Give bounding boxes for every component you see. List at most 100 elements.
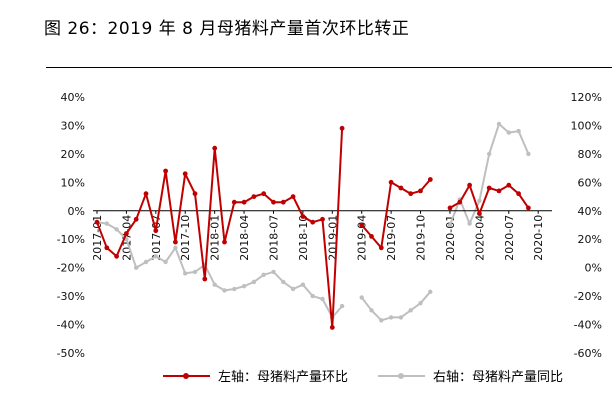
data-point bbox=[231, 199, 237, 205]
left-tick-label: -40% bbox=[57, 319, 85, 332]
x-tick-label: 2019-04 bbox=[356, 215, 369, 261]
data-point bbox=[447, 222, 453, 228]
data-point bbox=[320, 296, 325, 302]
data-point bbox=[182, 171, 188, 177]
data-point bbox=[398, 185, 404, 191]
data-point bbox=[134, 265, 139, 270]
legend-marker-yoy bbox=[398, 373, 404, 379]
x-tick-label: 2020-01 bbox=[444, 215, 457, 261]
x-tick-label: 2018-01 bbox=[209, 215, 222, 261]
data-point bbox=[114, 253, 119, 259]
data-point bbox=[290, 194, 296, 200]
data-point bbox=[173, 245, 178, 250]
x-axis-labels: 2017-012017-042017-072017-102018-012018-… bbox=[91, 210, 545, 261]
data-point bbox=[281, 279, 286, 285]
left-tick-label: 10% bbox=[61, 176, 85, 189]
data-point bbox=[192, 269, 198, 275]
data-point bbox=[516, 191, 521, 197]
right-tick-label: 40% bbox=[578, 205, 602, 218]
data-point bbox=[477, 211, 482, 217]
left-tick-label: 20% bbox=[61, 148, 85, 161]
data-point bbox=[290, 286, 296, 292]
x-tick-label: 2017-10 bbox=[179, 215, 192, 261]
data-point bbox=[487, 151, 492, 157]
data-point bbox=[271, 269, 276, 275]
data-point bbox=[222, 239, 227, 245]
data-point bbox=[408, 191, 414, 197]
series-line bbox=[96, 128, 344, 329]
data-point bbox=[192, 191, 198, 197]
x-tick-label: 2018-07 bbox=[267, 215, 280, 261]
chart-title: 图 26：2019 年 8 月母猪料产量首次环比转正 bbox=[44, 19, 410, 39]
data-point bbox=[486, 185, 492, 191]
data-point bbox=[173, 239, 178, 245]
data-point bbox=[310, 293, 315, 299]
left-tick-label: 40% bbox=[61, 91, 85, 104]
x-tick-label: 2017-01 bbox=[91, 215, 104, 261]
data-point bbox=[418, 301, 423, 306]
data-point bbox=[496, 188, 502, 194]
data-point bbox=[378, 245, 384, 251]
data-point bbox=[418, 188, 423, 194]
data-point bbox=[124, 231, 129, 236]
right-tick-label: 0% bbox=[585, 262, 602, 275]
data-point bbox=[467, 182, 472, 188]
right-tick-label: 100% bbox=[571, 119, 602, 132]
data-point bbox=[359, 222, 365, 228]
data-point bbox=[280, 199, 286, 205]
x-tick-label: 2019-07 bbox=[385, 215, 398, 261]
data-point bbox=[241, 284, 247, 289]
data-point bbox=[457, 199, 463, 205]
data-point bbox=[153, 228, 159, 234]
title-rule bbox=[46, 67, 612, 68]
data-point bbox=[153, 254, 158, 259]
data-point bbox=[369, 234, 374, 239]
data-point bbox=[398, 315, 404, 320]
legend-marker-mom bbox=[183, 373, 189, 379]
data-point bbox=[163, 259, 168, 265]
data-point bbox=[320, 216, 325, 222]
data-point bbox=[428, 289, 433, 294]
right-tick-label: 60% bbox=[578, 176, 602, 189]
data-point bbox=[339, 125, 345, 131]
data-point bbox=[251, 279, 257, 285]
data-point bbox=[261, 191, 267, 197]
data-point bbox=[202, 276, 208, 282]
data-point bbox=[369, 308, 374, 313]
data-point bbox=[447, 205, 453, 211]
data-point bbox=[163, 168, 169, 174]
data-point bbox=[300, 214, 306, 219]
left-tick-label: -10% bbox=[57, 233, 85, 246]
data-point bbox=[477, 198, 482, 203]
data-point bbox=[329, 325, 335, 330]
data-point bbox=[251, 194, 257, 200]
right-tick-label: 20% bbox=[578, 233, 602, 246]
data-point bbox=[183, 271, 188, 276]
legend-label-mom: 左轴：母猪料产量环比 bbox=[218, 370, 348, 385]
data-point bbox=[143, 191, 149, 197]
data-point bbox=[300, 282, 306, 287]
x-tick-label: 2018-10 bbox=[297, 215, 310, 261]
data-point bbox=[379, 318, 384, 323]
x-tick-label: 2020-07 bbox=[503, 215, 516, 261]
data-point bbox=[104, 221, 110, 226]
left-tick-label: 30% bbox=[61, 119, 85, 132]
data-point bbox=[467, 221, 472, 226]
data-point bbox=[143, 259, 149, 265]
legend: 左轴：母猪料产量环比 右轴：母猪料产量同比 bbox=[163, 370, 563, 385]
series-yoy bbox=[94, 121, 531, 323]
series-mom bbox=[94, 125, 531, 330]
data-point bbox=[212, 145, 218, 151]
data-point bbox=[271, 199, 276, 205]
data-point bbox=[339, 303, 345, 309]
data-point bbox=[94, 219, 100, 225]
data-point bbox=[359, 295, 364, 300]
data-point bbox=[104, 245, 110, 251]
data-point bbox=[114, 227, 119, 232]
series-line bbox=[360, 291, 432, 322]
data-point bbox=[241, 199, 247, 205]
right-tick-label: -40% bbox=[574, 319, 602, 332]
right-tick-label: -20% bbox=[574, 290, 602, 303]
left-axis-ticks: 40% 30% 20% 10% 0% -10% -20% -30% -40% -50% bbox=[57, 91, 85, 360]
